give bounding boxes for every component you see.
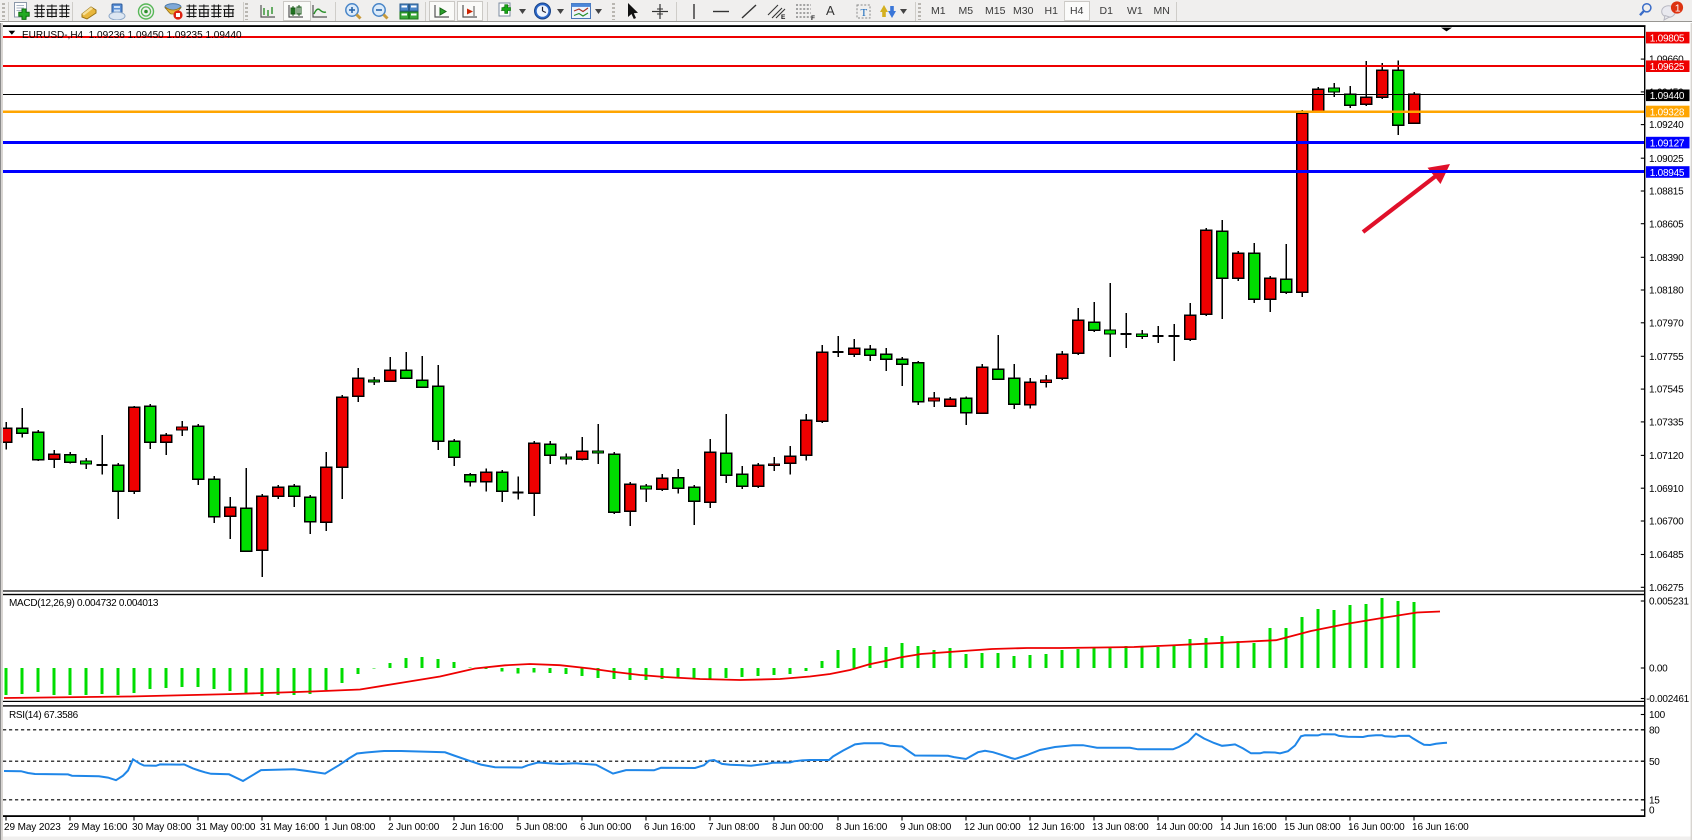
svg-text:29 May 16:00: 29 May 16:00: [68, 822, 128, 833]
svg-text:1 Jun 08:00: 1 Jun 08:00: [324, 822, 376, 833]
svg-text:29 May 2023: 29 May 2023: [4, 822, 61, 833]
svg-text:1.06700: 1.06700: [1649, 517, 1684, 528]
svg-text:31 May 16:00: 31 May 16:00: [260, 822, 320, 833]
svg-text:1.09660: 1.09660: [1649, 55, 1684, 66]
svg-text:1.08605: 1.08605: [1649, 219, 1684, 230]
svg-text:1.07335: 1.07335: [1649, 418, 1684, 429]
svg-text:1.09328: 1.09328: [1650, 107, 1685, 118]
svg-text:15: 15: [1649, 795, 1660, 806]
svg-text:50: 50: [1649, 757, 1660, 768]
svg-text:30 May 08:00: 30 May 08:00: [132, 822, 192, 833]
svg-text:1.07545: 1.07545: [1649, 385, 1684, 396]
svg-text:1.09805: 1.09805: [1650, 33, 1685, 44]
svg-text:7 Jun 08:00: 7 Jun 08:00: [708, 822, 760, 833]
svg-text:1: 1: [1675, 3, 1681, 15]
svg-text:EURUSD-,H4 1.09236 1.09450 1.: EURUSD-,H4 1.09236 1.09450 1.09235 1.094…: [22, 30, 242, 41]
svg-text:0.00: 0.00: [1649, 664, 1668, 675]
svg-text:1.06485: 1.06485: [1649, 550, 1684, 561]
svg-text:15 Jun 08:00: 15 Jun 08:00: [1284, 822, 1341, 833]
svg-text:1.09025: 1.09025: [1649, 154, 1684, 165]
svg-text:100: 100: [1649, 710, 1666, 721]
svg-text:1.07970: 1.07970: [1649, 318, 1684, 329]
svg-text:16 Jun 00:00: 16 Jun 00:00: [1348, 822, 1405, 833]
svg-text:12 Jun 00:00: 12 Jun 00:00: [964, 822, 1021, 833]
svg-text:14 Jun 16:00: 14 Jun 16:00: [1220, 822, 1277, 833]
svg-text:T: T: [861, 7, 868, 19]
svg-text:1.09127: 1.09127: [1650, 138, 1685, 149]
svg-text:14 Jun 00:00: 14 Jun 00:00: [1156, 822, 1213, 833]
svg-text:1.09440: 1.09440: [1650, 91, 1685, 102]
svg-text:1.07120: 1.07120: [1649, 451, 1684, 462]
svg-text:6 Jun 00:00: 6 Jun 00:00: [580, 822, 632, 833]
svg-text:1.08390: 1.08390: [1649, 253, 1684, 264]
svg-text:2 Jun 00:00: 2 Jun 00:00: [388, 822, 440, 833]
svg-text:1.09625: 1.09625: [1650, 62, 1685, 73]
svg-text:5 Jun 08:00: 5 Jun 08:00: [516, 822, 568, 833]
svg-text:6 Jun 16:00: 6 Jun 16:00: [644, 822, 696, 833]
svg-text:F: F: [811, 15, 815, 20]
svg-text:80: 80: [1649, 725, 1660, 736]
svg-text:-0.002461: -0.002461: [1646, 694, 1689, 705]
svg-text:12 Jun 16:00: 12 Jun 16:00: [1028, 822, 1085, 833]
svg-text:8 Jun 00:00: 8 Jun 00:00: [772, 822, 824, 833]
svg-text:31 May 00:00: 31 May 00:00: [196, 822, 256, 833]
svg-text:MACD(12,26,9) 0.004732 0.00401: MACD(12,26,9) 0.004732 0.004013: [9, 598, 159, 609]
svg-text:0: 0: [1649, 806, 1655, 817]
svg-text:16 Jun 16:00: 16 Jun 16:00: [1412, 822, 1469, 833]
svg-text:1.06275: 1.06275: [1649, 583, 1684, 594]
svg-text:8 Jun 16:00: 8 Jun 16:00: [836, 822, 888, 833]
svg-text:1.09240: 1.09240: [1649, 120, 1684, 131]
svg-text:1.08815: 1.08815: [1649, 187, 1684, 198]
svg-text:13 Jun 08:00: 13 Jun 08:00: [1092, 822, 1149, 833]
svg-text:1.08945: 1.08945: [1650, 168, 1685, 179]
svg-text:2 Jun 16:00: 2 Jun 16:00: [452, 822, 504, 833]
svg-text:0.005231: 0.005231: [1649, 597, 1689, 608]
svg-text:E: E: [781, 14, 786, 20]
svg-text:1.07755: 1.07755: [1649, 352, 1684, 363]
svg-text:9 Jun 08:00: 9 Jun 08:00: [900, 822, 952, 833]
svg-text:RSI(14) 67.3586: RSI(14) 67.3586: [9, 710, 79, 721]
svg-text:1.06910: 1.06910: [1649, 484, 1684, 495]
svg-text:1.08180: 1.08180: [1649, 286, 1684, 297]
